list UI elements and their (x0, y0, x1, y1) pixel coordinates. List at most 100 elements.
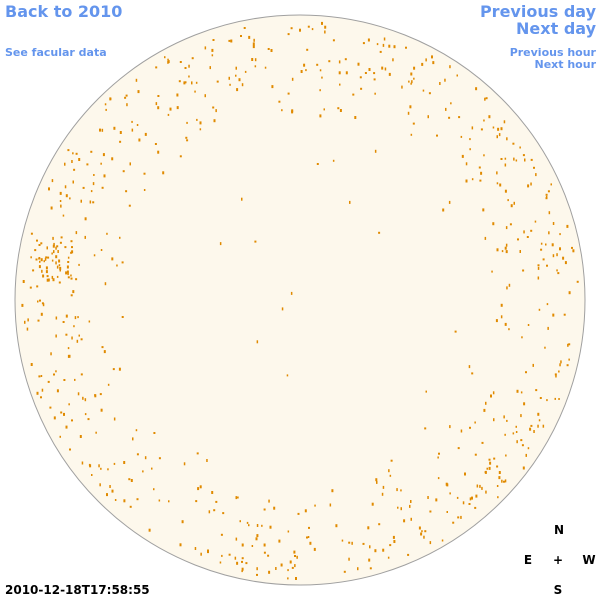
facula (497, 496, 499, 499)
facula (114, 499, 117, 501)
facula (181, 520, 184, 524)
facula (59, 266, 62, 270)
next-day-link[interactable]: Next day (516, 19, 597, 38)
facula (547, 190, 550, 193)
facula (547, 326, 549, 330)
facula (123, 499, 126, 503)
back-link[interactable]: Back to 2010 (5, 2, 122, 21)
previous-hour-link[interactable]: Previous hour (510, 46, 597, 59)
facula (212, 39, 215, 41)
next-hour-link[interactable]: Next hour (535, 58, 597, 71)
facula (533, 166, 535, 169)
facula (507, 199, 509, 202)
facula (38, 265, 41, 269)
facula (29, 286, 32, 289)
facula (253, 38, 255, 42)
facula (80, 373, 83, 376)
facula (439, 82, 441, 85)
facula (357, 567, 359, 571)
facula (521, 444, 524, 447)
facula (69, 197, 71, 200)
facula (229, 83, 231, 86)
facula (188, 64, 190, 68)
facula (523, 402, 526, 406)
facula (162, 171, 165, 175)
facula (505, 243, 508, 247)
facula (469, 497, 472, 501)
facula (371, 502, 374, 506)
facula (515, 159, 518, 162)
facula (263, 508, 266, 511)
facula (64, 185, 67, 189)
facula (219, 561, 222, 564)
facula (22, 280, 25, 283)
facula (560, 360, 562, 364)
facula (235, 74, 237, 77)
facula (432, 61, 435, 65)
facula (268, 499, 270, 503)
facula (396, 488, 398, 492)
facula (294, 564, 296, 568)
facula (378, 231, 381, 234)
facula (471, 178, 474, 181)
facula (62, 321, 65, 323)
facula (186, 121, 188, 124)
facula (532, 363, 534, 367)
facula (129, 505, 132, 508)
facula (82, 396, 84, 400)
facula (483, 154, 485, 157)
facula (352, 93, 355, 96)
facula (504, 246, 507, 250)
facula (501, 250, 504, 253)
facula (21, 303, 24, 307)
facula (478, 166, 481, 169)
facula (57, 250, 59, 253)
facula (460, 135, 463, 138)
facular-link[interactable]: See facular data (5, 46, 107, 59)
facula (475, 87, 478, 91)
facula (144, 132, 147, 136)
facula (538, 419, 541, 422)
facula (42, 274, 45, 278)
previous-day-link[interactable]: Previous day (480, 2, 597, 21)
facula (167, 113, 170, 116)
facula (71, 419, 73, 422)
facula (236, 496, 239, 499)
facula (400, 489, 402, 492)
facula (71, 336, 73, 340)
facula (256, 567, 258, 571)
facula (410, 82, 412, 85)
facula (559, 233, 561, 236)
facula (264, 66, 267, 69)
facula (111, 157, 114, 161)
facula (111, 257, 114, 261)
facula (89, 200, 92, 204)
facula (271, 85, 274, 89)
facula (339, 109, 342, 112)
facula (91, 474, 93, 476)
facula (457, 516, 460, 519)
facula (421, 530, 423, 533)
facula (410, 500, 412, 503)
facula (67, 354, 70, 358)
facula (332, 39, 335, 42)
facula (540, 242, 543, 245)
facula (40, 396, 42, 399)
facula (485, 401, 487, 405)
facula (244, 70, 247, 73)
facula (119, 236, 121, 239)
facula (93, 174, 95, 176)
facula (482, 208, 485, 212)
facula (420, 532, 423, 536)
facula (425, 390, 427, 393)
facula (55, 255, 58, 259)
facula (571, 246, 573, 249)
facula (481, 441, 484, 444)
facula (235, 66, 237, 70)
facula (121, 261, 124, 264)
facula (491, 270, 493, 273)
facula (67, 149, 70, 152)
facula (474, 421, 476, 424)
facula (522, 154, 525, 157)
facula (241, 83, 244, 87)
